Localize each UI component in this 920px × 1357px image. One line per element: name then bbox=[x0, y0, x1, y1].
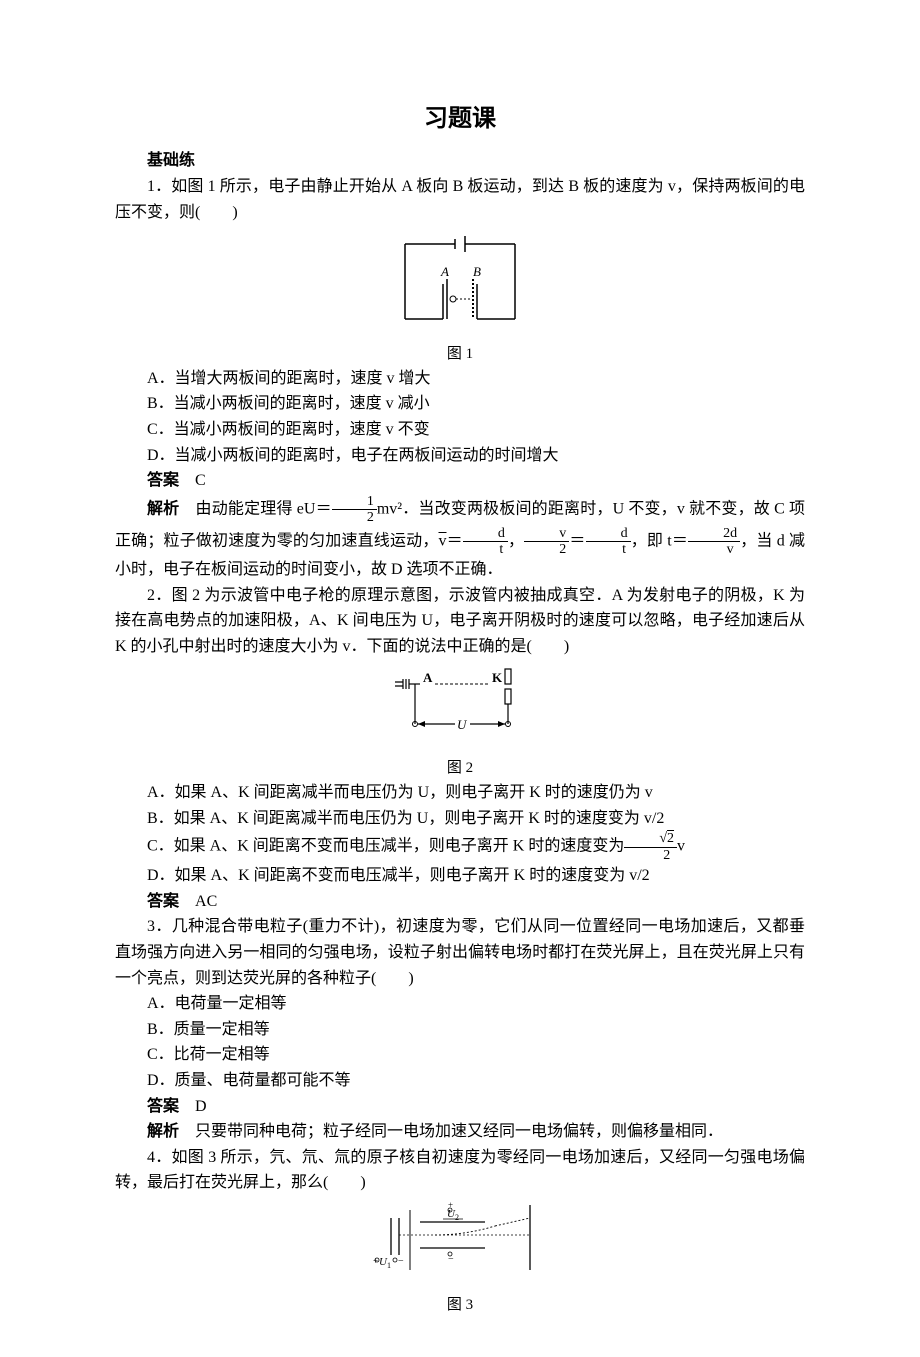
answer-label: 答案 bbox=[147, 1098, 179, 1115]
q2-option-b: B．如果 A、K 间距离减半而电压仍为 U，则电子离开 K 时的速度变为 v/2 bbox=[115, 806, 805, 832]
svg-text:−: − bbox=[398, 1256, 404, 1267]
svg-text:K: K bbox=[492, 670, 503, 685]
q2-answer-value: AC bbox=[195, 893, 217, 910]
frac-d-t2: dt bbox=[586, 526, 631, 558]
svg-text:−: − bbox=[448, 1254, 454, 1265]
q2-optc-pre: C．如果 A、K 间距离不变而电压减半，则电子离开 K 时的速度变为 bbox=[147, 838, 624, 855]
svg-text:2: 2 bbox=[455, 1213, 459, 1222]
q1-answer-value: C bbox=[195, 472, 206, 489]
q1-analysis-3: ＝ bbox=[447, 532, 463, 549]
svg-text:B: B bbox=[473, 264, 481, 279]
q1-stem: 1．如图 1 所示，电子由静止开始从 A 板向 B 板运动，到达 B 板的速度为… bbox=[115, 174, 805, 225]
q3-answer: 答案 D bbox=[115, 1094, 805, 1120]
svg-text:A: A bbox=[440, 264, 449, 279]
vbar: v bbox=[439, 532, 447, 549]
q1-option-d: D．当减小两板间的距离时，电子在两板间运动的时间增大 bbox=[115, 443, 805, 469]
q1-analysis-1: 由动能定理得 eU＝ bbox=[196, 500, 332, 517]
q3-option-c: C．比荷一定相等 bbox=[115, 1042, 805, 1068]
answer-label: 答案 bbox=[147, 893, 179, 910]
q2-figure: A K U bbox=[115, 664, 805, 753]
q1-option-b: B．当减小两板间的距离时，速度 v 减小 bbox=[115, 391, 805, 417]
q4-stem: 4．如图 3 所示，氕、氘、氚的原子核自初速度为零经同一电场加速后，又经同一匀强… bbox=[115, 1145, 805, 1196]
q3-option-d: D．质量、电荷量都可能不等 bbox=[115, 1068, 805, 1094]
q4-figure: U2 + − + U1 − bbox=[115, 1200, 805, 1289]
q2-answer: 答案 AC bbox=[115, 889, 805, 915]
q1-option-c: C．当减小两板间的距离时，速度 v 不变 bbox=[115, 417, 805, 443]
answer-label: 答案 bbox=[147, 472, 179, 489]
q3-option-a: A．电荷量一定相等 bbox=[115, 991, 805, 1017]
section-basic: 基础练 bbox=[115, 148, 805, 174]
q1-figure: A B bbox=[115, 229, 805, 338]
q2-figure-caption: 图 2 bbox=[115, 756, 805, 780]
svg-text:A: A bbox=[423, 670, 433, 685]
q3-analysis-text: 只要带同种电荷；粒子经同一电场加速又经同一电场偏转，则偏移量相同． bbox=[195, 1123, 723, 1140]
page-title: 习题课 bbox=[115, 100, 805, 138]
q3-stem: 3．几种混合带电粒子(重力不计)，初速度为零，它们从同一位置经同一电场加速后，又… bbox=[115, 914, 805, 991]
q2-option-d: D．如果 A、K 间距离不变而电压减半，则电子离开 K 时的速度变为 v/2 bbox=[115, 863, 805, 889]
q1-answer: 答案 C bbox=[115, 468, 805, 494]
q4-figure-caption: 图 3 bbox=[115, 1293, 805, 1317]
analysis-label: 解析 bbox=[147, 1123, 179, 1140]
q1-figure-caption: 图 1 bbox=[115, 342, 805, 366]
q1-option-a: A．当增大两板间的距离时，速度 v 增大 bbox=[115, 366, 805, 392]
q2-option-a: A．如果 A、K 间距离减半而电压仍为 U，则电子离开 K 时的速度仍为 v bbox=[115, 780, 805, 806]
svg-text:U: U bbox=[457, 717, 468, 732]
q1-analysis-6: ，即 t＝ bbox=[631, 532, 689, 549]
svg-text:+: + bbox=[448, 1200, 453, 1210]
q2-optc-post: v bbox=[677, 838, 685, 855]
q2-stem: 2．图 2 为示波管中电子枪的原理示意图，示波管内被抽成真空．A 为发射电子的阴… bbox=[115, 583, 805, 660]
frac-v-2: v2 bbox=[524, 526, 569, 558]
q1-analysis-5: ＝ bbox=[569, 532, 585, 549]
analysis-label: 解析 bbox=[147, 500, 179, 517]
q1-analysis: 解析 由动能定理得 eU＝12mv²．当改变两极板间的距离时，U 不变，v 就不… bbox=[115, 494, 805, 583]
frac-sqrt2-2: √22 bbox=[624, 831, 677, 863]
q3-answer-value: D bbox=[195, 1098, 207, 1115]
q3-analysis: 解析 只要带同种电荷；粒子经同一电场加速又经同一电场偏转，则偏移量相同． bbox=[115, 1119, 805, 1145]
svg-text:1: 1 bbox=[387, 1261, 391, 1270]
frac-half: 12 bbox=[332, 494, 377, 526]
frac-2d-v: 2dv bbox=[688, 526, 740, 558]
frac-d-t: dt bbox=[463, 526, 508, 558]
q1-analysis-4: ， bbox=[508, 532, 524, 549]
q3-option-b: B．质量一定相等 bbox=[115, 1017, 805, 1043]
q2-option-c: C．如果 A、K 间距离不变而电压减半，则电子离开 K 时的速度变为√22v bbox=[115, 831, 805, 863]
